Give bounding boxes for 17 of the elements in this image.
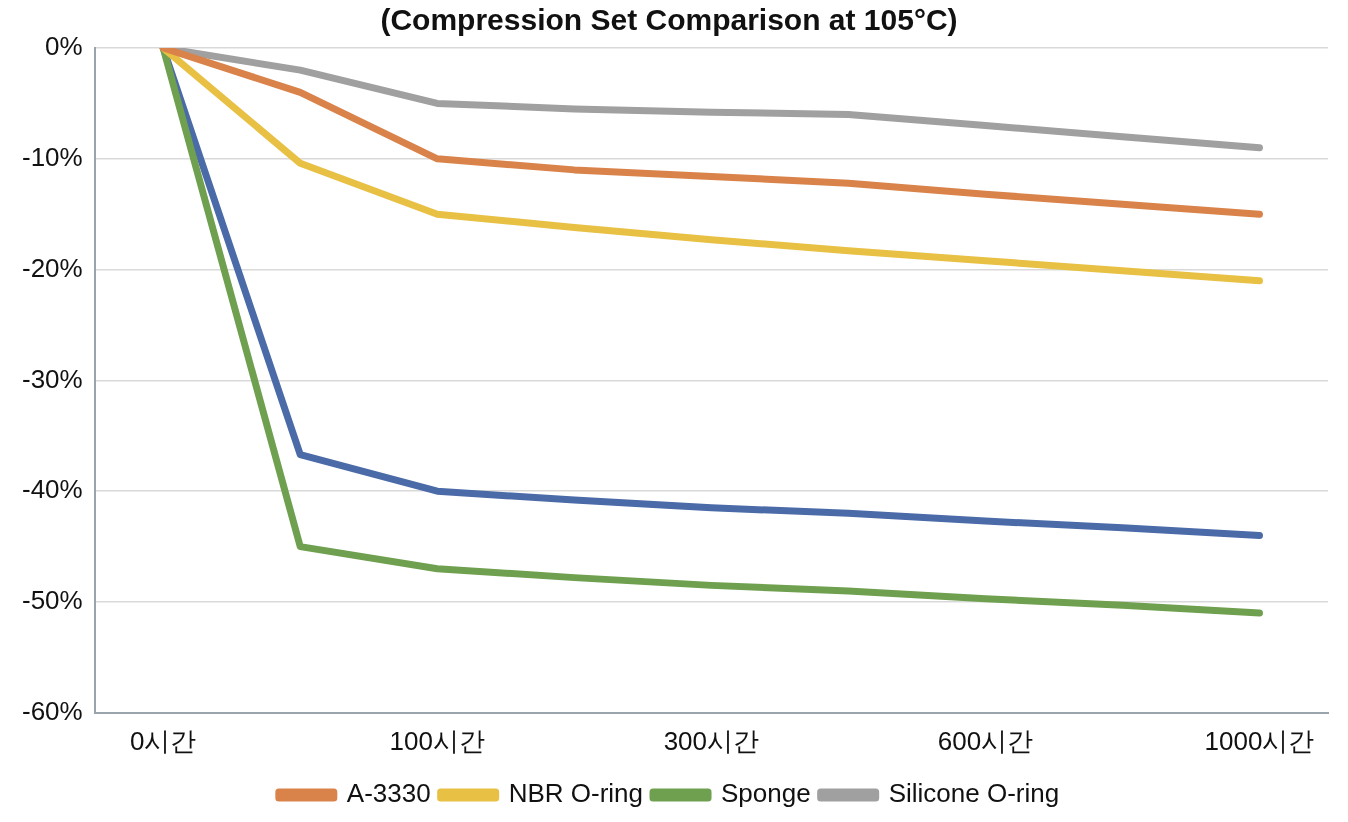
legend-label: Sponge (721, 778, 811, 809)
y-tick-label: -10% (21, 141, 83, 172)
x-tick-label: 0시간 (129, 725, 197, 756)
legend-label: NBR O-ring (508, 778, 644, 809)
y-tick-label: -40% (21, 474, 83, 505)
y-tick-label: 0% (45, 31, 83, 62)
y-tick-label: -20% (21, 252, 83, 283)
y-tick-label: -50% (21, 585, 83, 616)
y-tick-label: -60% (21, 695, 83, 726)
x-tick-label: 100시간 (389, 725, 485, 756)
x-tick-label: 300시간 (663, 725, 760, 756)
x-tick-label: 1000시간 (1204, 725, 1315, 756)
x-tick-label: 600시간 (937, 725, 1034, 756)
legend-label: A-3330 (346, 778, 431, 809)
chart-title: (Compression Set Comparison at 105°C) (380, 3, 958, 37)
y-tick-label: -30% (21, 363, 83, 394)
legend-label: Silicone O-ring (888, 778, 1060, 809)
